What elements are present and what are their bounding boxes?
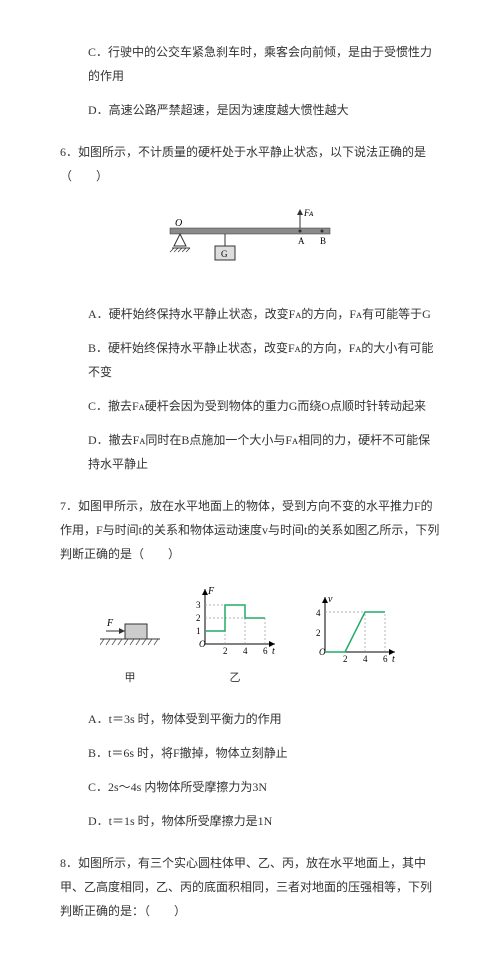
pivot xyxy=(174,234,186,246)
label-fa: Fᴀ xyxy=(303,208,313,218)
caption-yi: 乙 xyxy=(190,667,280,689)
label-b: B xyxy=(320,236,326,246)
label-g: G xyxy=(221,249,228,259)
q7-opt-c: C．2s～4s 内物体所受摩擦力为3N xyxy=(88,775,440,799)
caption-jia: 甲 xyxy=(100,667,160,689)
ylabel-f: F xyxy=(207,586,215,597)
q7-opt-a: A．t＝3s 时，物体受到平衡力的作用 xyxy=(88,707,440,731)
q6-figure: O G Fᴀ A B xyxy=(60,206,440,284)
q5-opt-c: C．行驶中的公交车紧急刹车时，乘客会向前倾，是由于受惯性力的作用 xyxy=(88,40,440,88)
xtick-6: 6 xyxy=(263,646,268,656)
fig-jia: F xyxy=(100,599,160,659)
v-line xyxy=(325,612,385,652)
q6-opt-c: C．撤去Fᴀ硬杆会因为受到物体的重力G而绕O点顺时针转动起来 xyxy=(88,394,440,418)
q6-stem: 6．如图所示，不计质量的硬杆处于水平静止状态，以下说法正确的是（ ） xyxy=(60,140,440,188)
label-o: O xyxy=(175,218,182,229)
q6-opt-d: D．撤去Fᴀ同时在B点施加一个大小与Fᴀ相同的力，硬杆不可能保持水平静止 xyxy=(88,428,440,476)
origin-o: O xyxy=(199,639,206,649)
fig-f-t: F t O 1 2 3 2 4 6 xyxy=(190,584,280,659)
xlabel-t2: t xyxy=(392,654,395,665)
q6-opt-b: B．硬杆始终保持水平静止状态，改变Fᴀ的方向，Fᴀ的大小有可能不变 xyxy=(88,336,440,384)
label-f: F xyxy=(106,618,114,629)
ytick-3: 3 xyxy=(196,600,201,610)
q8-stem: 8．如图所示，有三个实心圆柱体甲、乙、丙，放在水平地面上，其中甲、乙高度相同，乙… xyxy=(60,851,440,923)
q7-figures: F 甲 F t O xyxy=(60,584,440,689)
bar xyxy=(170,228,330,234)
xtick-6b: 6 xyxy=(383,654,388,664)
xtick-4b: 4 xyxy=(363,654,368,664)
label-a: A xyxy=(298,236,305,246)
ytick-4b: 4 xyxy=(316,608,321,618)
q7-opt-b: B．t＝6s 时，将F撤掉，物体立刻静止 xyxy=(88,741,440,765)
ytick-2b: 2 xyxy=(316,628,321,638)
q6-opt-a: A．硬杆始终保持水平静止状态，改变Fᴀ的方向，Fᴀ有可能等于G xyxy=(88,302,440,326)
ylabel-v: v xyxy=(328,594,333,605)
ytick-1: 1 xyxy=(196,626,201,636)
xtick-2b: 2 xyxy=(343,654,348,664)
ytick-2: 2 xyxy=(196,613,201,623)
block xyxy=(125,624,147,639)
q7-opt-d: D．t＝1s 时，物体所受摩擦力是1N xyxy=(88,809,440,833)
fig-v-t: v t O 2 4 2 4 6 xyxy=(310,592,400,667)
q5-opt-d: D．高速公路严禁超速，是因为速度越大惯性越大 xyxy=(88,98,440,122)
xtick-4: 4 xyxy=(243,646,248,656)
origin-o2: O xyxy=(319,647,326,657)
xlabel-t: t xyxy=(272,646,275,657)
xtick-2: 2 xyxy=(223,646,228,656)
q7-stem: 7．如图甲所示，放在水平地面上的物体，受到方向不变的水平推力F的作用，F与时间t… xyxy=(60,494,440,566)
